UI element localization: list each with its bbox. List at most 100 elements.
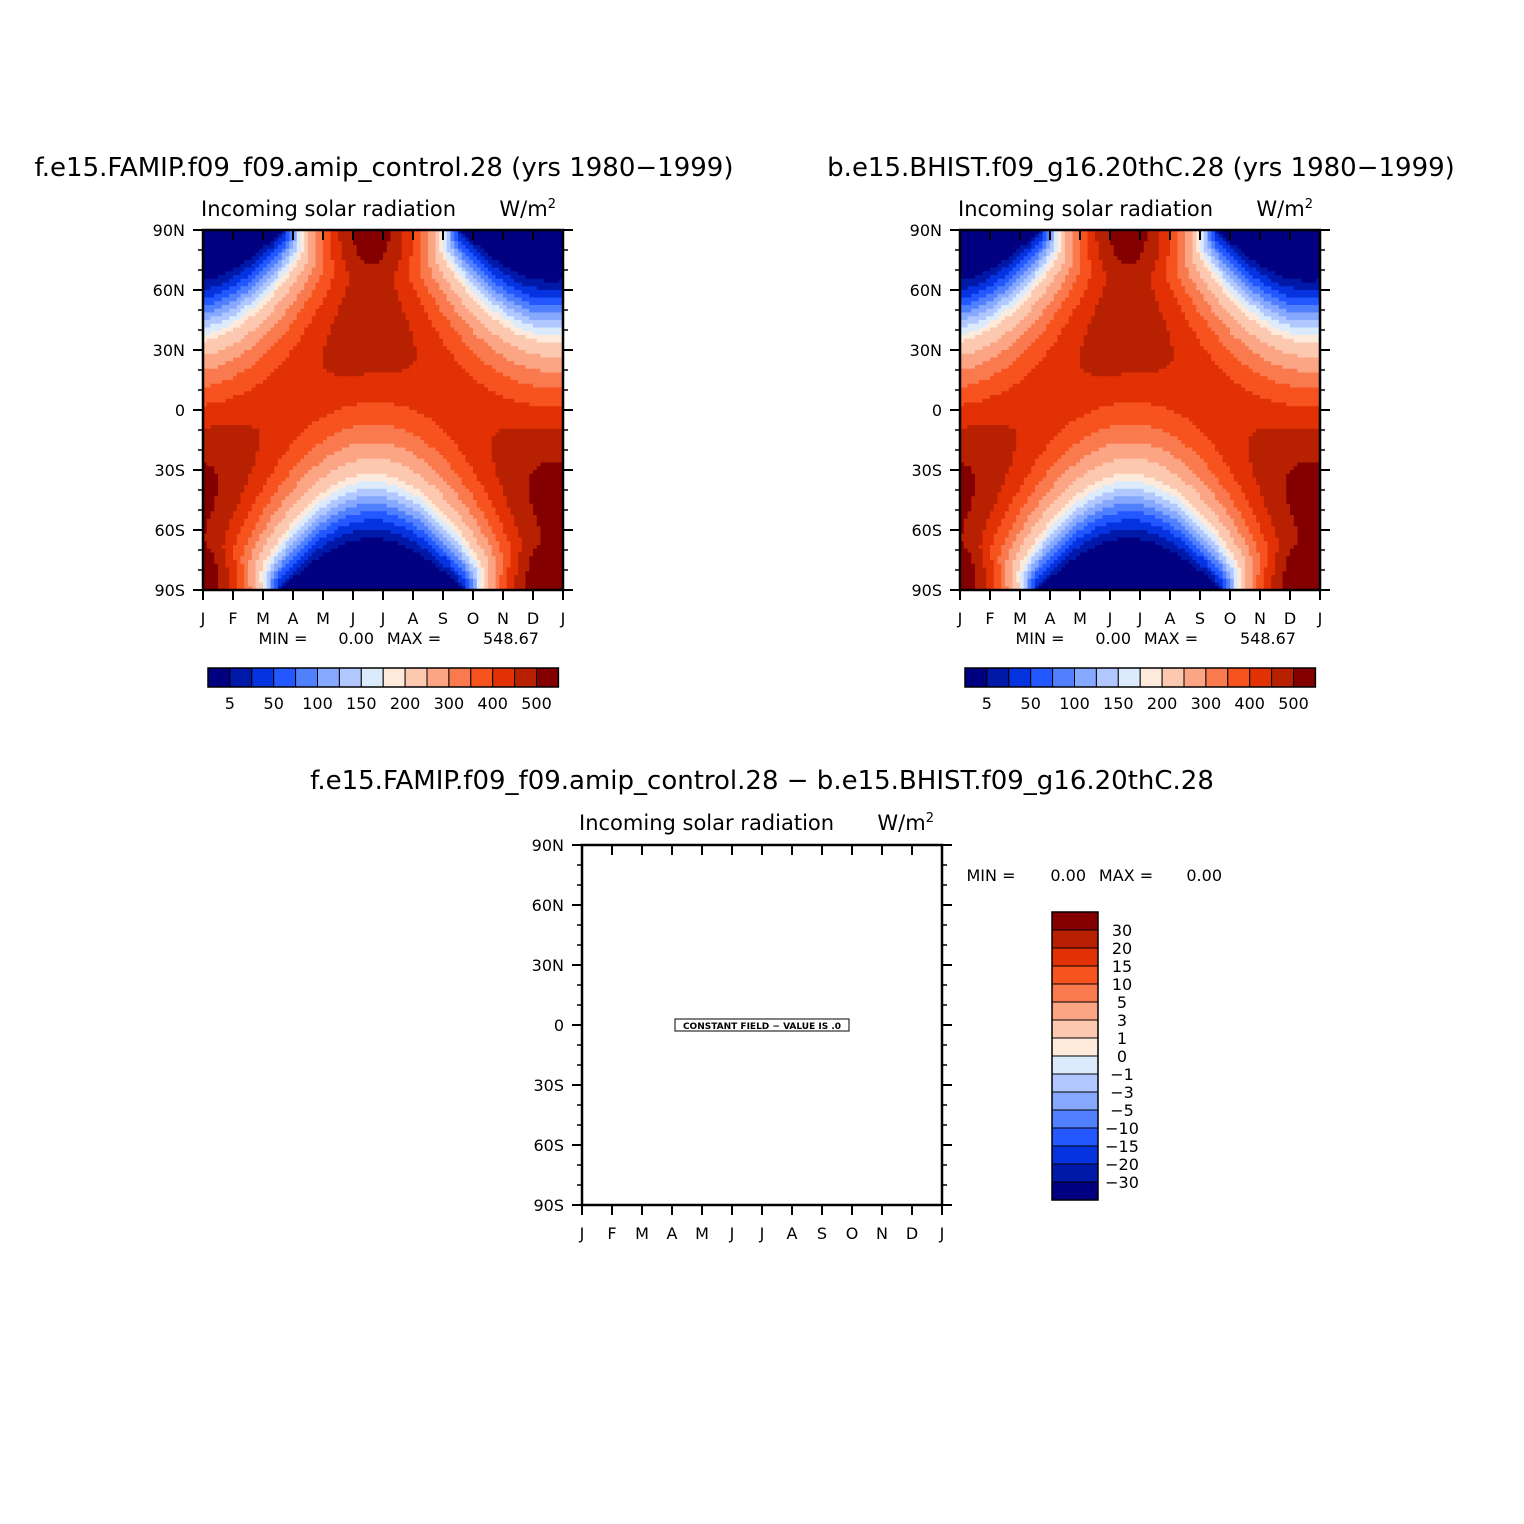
field-cell xyxy=(383,248,388,254)
field-cell xyxy=(488,271,493,276)
field-cell xyxy=(368,245,373,250)
field-cell xyxy=(353,331,358,336)
field-cell xyxy=(203,350,208,355)
field-cell xyxy=(488,320,493,325)
field-cell xyxy=(304,267,309,272)
field-cell xyxy=(326,417,332,422)
field-cell xyxy=(345,301,350,306)
field-cell xyxy=(383,252,388,257)
field-cell xyxy=(251,331,257,336)
field-cell xyxy=(521,282,527,287)
field-cell xyxy=(368,331,373,336)
field-cell xyxy=(409,286,414,291)
field-cell xyxy=(544,278,549,284)
field-cell xyxy=(446,286,452,291)
field-cell xyxy=(330,282,335,287)
field-cell xyxy=(300,290,305,295)
field-cell xyxy=(218,316,223,321)
field-cell xyxy=(398,383,403,389)
field-cell xyxy=(499,402,504,407)
field-cell xyxy=(281,372,287,377)
field-cell xyxy=(255,421,260,426)
field-cell xyxy=(379,331,384,336)
field-cell xyxy=(341,391,347,396)
field-cell xyxy=(341,406,347,411)
field-cell xyxy=(368,365,373,370)
field-cell xyxy=(431,245,437,250)
field-cell xyxy=(375,252,380,257)
field-cell xyxy=(270,402,275,407)
field-cell xyxy=(375,346,380,351)
field-cell xyxy=(469,233,474,239)
field-cell xyxy=(413,312,418,317)
field-cell xyxy=(326,395,332,400)
field-cell xyxy=(266,387,272,392)
field-cell xyxy=(446,417,452,422)
field-cell xyxy=(240,305,245,310)
field-cell xyxy=(371,267,377,272)
field-cell xyxy=(214,282,219,287)
field-cell xyxy=(338,331,343,336)
field-cell xyxy=(334,331,339,336)
field-cell xyxy=(233,297,238,302)
field-cell xyxy=(236,260,242,265)
field-cell xyxy=(360,278,365,284)
field-cell xyxy=(285,383,290,389)
field-cell xyxy=(495,357,500,362)
field-cell xyxy=(428,372,433,377)
field-cell xyxy=(244,245,249,250)
field-cell xyxy=(315,368,320,374)
field-cell xyxy=(413,383,418,389)
field-cell xyxy=(368,372,373,377)
field-cell xyxy=(495,417,500,422)
field-cell xyxy=(420,395,425,400)
field-cell xyxy=(266,271,272,276)
field-cell xyxy=(349,346,354,351)
field-cell xyxy=(206,387,212,392)
panel-1-subtitle-left: Incoming solar radiation xyxy=(201,197,456,221)
field-cell xyxy=(236,241,242,246)
field-cell xyxy=(458,398,463,404)
field-cell xyxy=(319,387,324,392)
field-cell xyxy=(469,275,474,280)
field-cell xyxy=(289,308,294,314)
field-cell xyxy=(488,293,493,299)
field-cell xyxy=(473,320,478,325)
field-cell xyxy=(454,241,459,246)
field-cell xyxy=(270,368,275,374)
field-cell xyxy=(285,350,290,355)
field-cell xyxy=(499,233,504,239)
field-cell xyxy=(345,323,350,329)
field-cell xyxy=(214,312,219,317)
field-cell xyxy=(409,301,414,306)
field-cell xyxy=(330,338,335,344)
field-cell xyxy=(360,368,365,374)
field-cell xyxy=(473,305,478,310)
field-cell xyxy=(521,342,527,347)
field-cell xyxy=(334,391,339,396)
field-cell xyxy=(248,316,253,321)
field-cell xyxy=(345,233,350,239)
field-cell xyxy=(266,342,272,347)
field-cell xyxy=(473,387,478,392)
field-cell xyxy=(443,357,448,362)
field-cell xyxy=(210,282,215,287)
field-cell xyxy=(548,237,553,242)
field-cell xyxy=(409,293,414,299)
field-cell xyxy=(356,316,362,321)
field-cell xyxy=(476,357,482,362)
field-cell xyxy=(251,271,257,276)
field-cell xyxy=(240,252,245,257)
field-cell xyxy=(480,293,485,299)
field-cell xyxy=(244,368,249,374)
field-cell xyxy=(229,297,234,302)
field-cell xyxy=(401,338,407,344)
field-cell xyxy=(214,365,219,370)
field-cell xyxy=(274,278,279,284)
field-cell xyxy=(300,233,305,239)
field-cell xyxy=(341,312,347,317)
field-cell xyxy=(465,252,470,257)
field-cell xyxy=(491,316,497,321)
field-cell xyxy=(458,365,463,370)
field-cell xyxy=(431,316,437,321)
